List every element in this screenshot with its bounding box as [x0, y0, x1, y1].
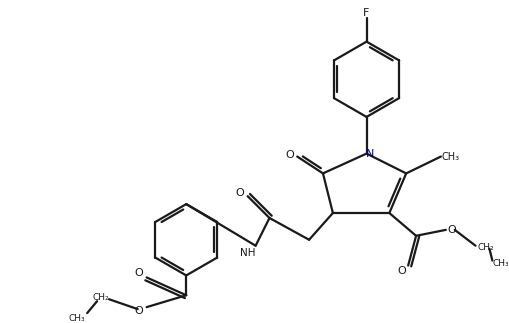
Text: CH₃: CH₃	[493, 259, 509, 268]
Text: CH₃: CH₃	[69, 314, 86, 323]
Text: O: O	[285, 150, 294, 160]
Text: O: O	[134, 268, 143, 278]
Text: O: O	[235, 188, 244, 198]
Text: F: F	[363, 8, 370, 18]
Text: CH₂: CH₂	[477, 243, 494, 252]
Text: NH: NH	[240, 248, 256, 258]
Text: O: O	[134, 306, 143, 316]
Text: CH₂: CH₂	[93, 293, 109, 302]
Text: O: O	[398, 266, 407, 276]
Text: CH₃: CH₃	[442, 151, 460, 162]
Text: N: N	[366, 149, 375, 159]
Text: O: O	[447, 225, 456, 235]
